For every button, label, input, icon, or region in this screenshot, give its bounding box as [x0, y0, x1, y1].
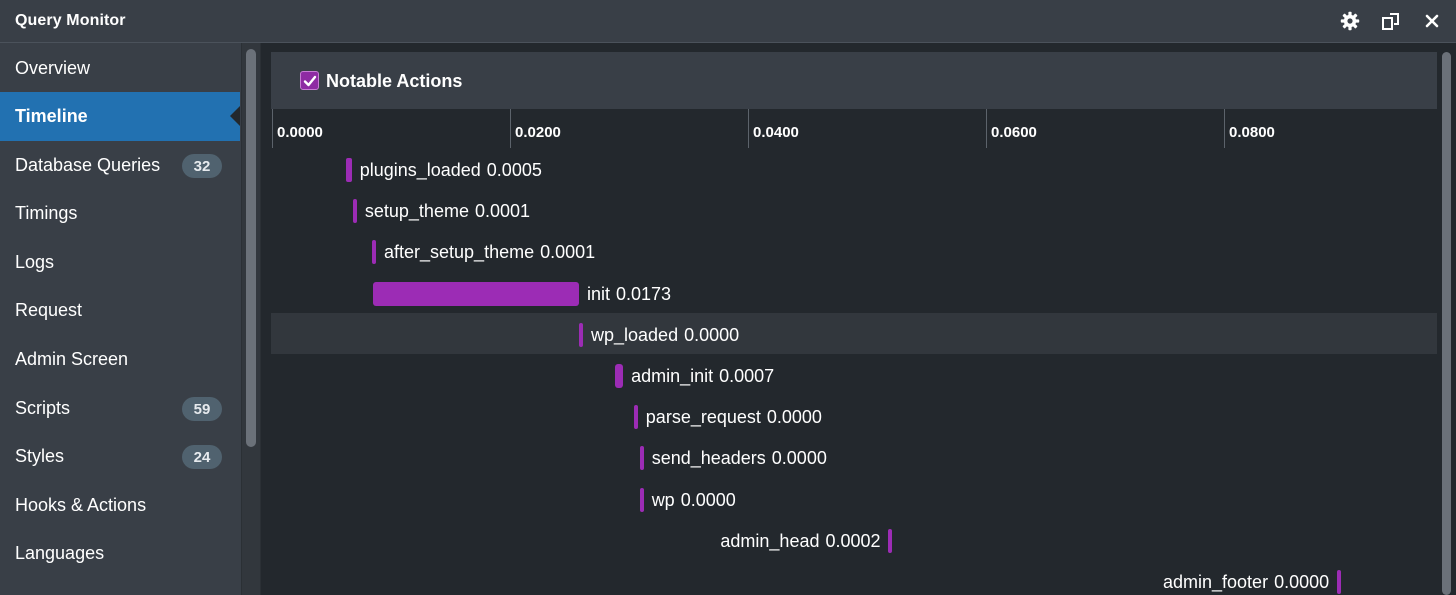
sidebar-item-request[interactable]: Request — [0, 286, 240, 335]
axis-tick-label: 0.0800 — [1229, 124, 1275, 141]
timeline-label: parse_request 0.0000 — [646, 407, 822, 428]
panel-title: Notable Actions — [326, 71, 463, 91]
sidebar-item-label: Admin Screen — [15, 349, 129, 369]
action-name: admin_footer — [1163, 572, 1269, 592]
timeline-bar-init[interactable] — [373, 281, 579, 306]
sidebar-item-hooks-actions[interactable]: Hooks & Actions — [0, 481, 240, 530]
timeline-bar-setup_theme[interactable] — [352, 199, 357, 224]
timeline-bar-wp[interactable] — [639, 487, 644, 512]
action-duration: 0.0005 — [486, 160, 542, 180]
timeline-bar-plugins_loaded[interactable] — [345, 158, 352, 182]
sidebar-item-admin-screen[interactable]: Admin Screen — [0, 335, 240, 384]
action-duration: 0.0001 — [474, 201, 531, 222]
axis-tick-line — [748, 109, 749, 148]
action-name: plugins_loaded — [359, 160, 481, 180]
timeline-label: plugins_loaded 0.0005 — [360, 160, 542, 181]
timeline-label: admin_head 0.0002 — [720, 531, 880, 552]
timeline-label: admin_init 0.0007 — [631, 366, 774, 387]
count-badge: 32 — [182, 154, 222, 178]
axis-tick-label: 0.0000 — [277, 124, 323, 141]
timeline-bar-wp_loaded[interactable] — [579, 322, 583, 347]
axis-tick-label: 0.0400 — [753, 124, 799, 141]
sidebar-item-label: Hooks & Actions — [15, 495, 147, 515]
sidebar-item-label: Timings — [15, 203, 78, 223]
axis-tick-label: 0.0200 — [515, 124, 561, 141]
action-duration: 0.0000 — [771, 448, 827, 469]
action-duration: 0.0000 — [684, 324, 740, 345]
timeline-label: wp_loaded 0.0000 — [591, 325, 739, 346]
timeline-label: setup_theme 0.0001 — [365, 201, 530, 222]
action-name: send_headers — [651, 448, 766, 469]
popout-icon[interactable] — [1379, 9, 1403, 33]
sidebar: Overview Timeline Database Queries 32 Ti… — [0, 43, 241, 595]
sidebar-scrollbar[interactable] — [246, 49, 256, 447]
close-icon[interactable] — [1420, 9, 1444, 33]
action-duration: 0.0001 — [540, 242, 596, 263]
axis-tick-line — [1224, 109, 1225, 148]
timeline-label: wp 0.0000 — [652, 490, 736, 511]
sidebar-item-database-queries[interactable]: Database Queries 32 — [0, 141, 240, 190]
action-duration: 0.0002 — [825, 530, 881, 551]
sidebar-item-overview[interactable]: Overview — [0, 44, 240, 93]
sidebar-item-label: Request — [15, 300, 83, 320]
sidebar-item-label: Timeline — [15, 106, 88, 126]
action-name: setup_theme — [364, 201, 469, 222]
timeline-bar-after_setup_theme[interactable] — [372, 240, 376, 265]
action-name: admin_head — [720, 530, 820, 551]
sidebar-item-label: Styles — [15, 446, 65, 466]
action-name: wp — [651, 489, 675, 510]
action-name: admin_init — [631, 366, 714, 386]
axis-tick-label: 0.0600 — [991, 124, 1037, 141]
row-highlight — [271, 313, 1437, 354]
timeline-bar-admin_footer[interactable] — [1337, 570, 1341, 594]
action-name: init — [587, 283, 611, 304]
action-duration: 0.0000 — [766, 407, 822, 428]
sidebar-item-languages[interactable]: Languages — [0, 529, 240, 578]
content-scrollbar[interactable] — [1442, 52, 1451, 595]
gear-icon[interactable] — [1338, 9, 1362, 33]
sidebar-item-label: Overview — [15, 58, 91, 78]
action-duration: 0.0000 — [680, 489, 736, 510]
sidebar-item-label: Logs — [15, 252, 55, 272]
panel-header — [271, 52, 1437, 109]
app-title: Query Monitor — [15, 12, 126, 29]
action-name: after_setup_theme — [384, 242, 535, 263]
timeline-label: after_setup_theme 0.0001 — [384, 242, 595, 263]
timeline-label: init 0.0173 — [587, 284, 671, 305]
action-duration: 0.0000 — [1274, 572, 1330, 592]
axis-tick-line — [272, 109, 273, 148]
action-duration: 0.0007 — [719, 366, 775, 386]
timeline-label: send_headers 0.0000 — [652, 448, 827, 469]
timeline-label: admin_footer 0.0000 — [1163, 572, 1329, 593]
axis-tick-line — [510, 109, 511, 148]
notable-actions-checkbox[interactable] — [300, 71, 319, 90]
sidebar-item-label: Languages — [15, 543, 105, 563]
sidebar-item-timeline[interactable]: Timeline — [0, 92, 240, 141]
timeline-bar-admin_init[interactable] — [614, 364, 623, 388]
count-badge: 24 — [182, 445, 222, 469]
count-badge: 59 — [182, 397, 222, 421]
action-duration: 0.0173 — [616, 283, 672, 304]
action-name: wp_loaded — [591, 324, 679, 345]
axis-tick-line — [986, 109, 987, 148]
sidebar-item-label: Database Queries — [15, 155, 161, 175]
sidebar-item-styles[interactable]: Styles 24 — [0, 432, 240, 481]
timeline-bar-parse_request[interactable] — [633, 405, 638, 430]
sidebar-item-logs[interactable]: Logs — [0, 238, 240, 287]
sidebar-item-scripts[interactable]: Scripts 59 — [0, 384, 240, 433]
action-name: parse_request — [645, 407, 761, 428]
sidebar-item-label: Scripts — [15, 398, 71, 418]
sidebar-item-timings[interactable]: Timings — [0, 189, 240, 238]
timeline-bar-send_headers[interactable] — [639, 446, 644, 471]
timeline-bar-admin_head[interactable] — [888, 528, 893, 553]
title-bar: Query Monitor — [0, 0, 1456, 43]
checkmark-icon — [303, 75, 316, 86]
